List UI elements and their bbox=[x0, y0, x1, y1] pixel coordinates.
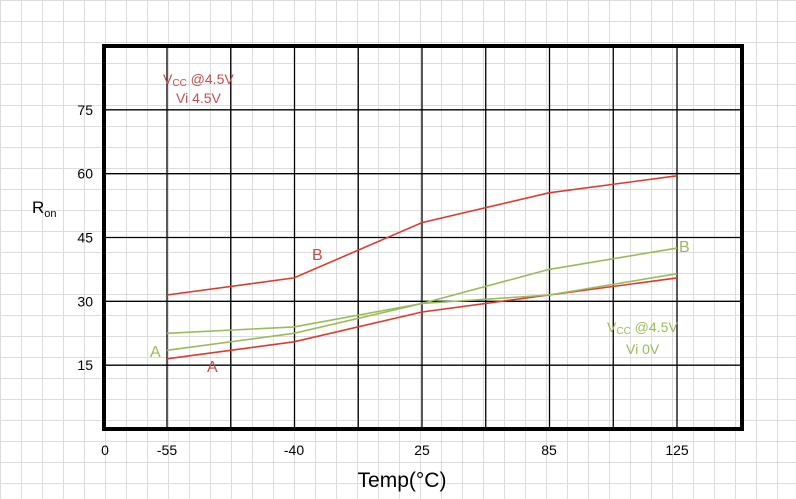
chart-grid bbox=[104, 46, 742, 429]
series-line-3 bbox=[166, 247, 678, 335]
y-tick-label: 75 bbox=[77, 102, 93, 118]
annotation-vcc-red: VCC @4.5V bbox=[163, 71, 234, 89]
x-tick-label: -55 bbox=[157, 442, 177, 458]
annotation-vi-red: Vi 4.5V bbox=[176, 90, 222, 106]
x-tick-label: 125 bbox=[665, 442, 689, 458]
annotation-vcc-green: VCC @4.5V bbox=[607, 319, 678, 337]
y-axis-ticks: 15 30 45 60 75 bbox=[77, 102, 93, 373]
x-tick-label: 25 bbox=[414, 442, 430, 458]
y-tick-label: 60 bbox=[77, 166, 93, 182]
series-line-0 bbox=[166, 277, 678, 360]
annotation-vi-green: Vi 0V bbox=[626, 341, 660, 357]
x-tick-label: -40 bbox=[284, 442, 304, 458]
x-axis-label: Temp(°C) bbox=[358, 469, 447, 492]
y-tick-label: 15 bbox=[77, 357, 93, 373]
y-axis-label: Ron bbox=[32, 198, 57, 220]
x-tick-label: 0 bbox=[101, 442, 109, 458]
series-line-1 bbox=[166, 175, 678, 296]
curve-label-a-red: A bbox=[207, 359, 218, 376]
curve-label-a-green: A bbox=[150, 344, 161, 361]
curve-label-b-green: B bbox=[679, 239, 690, 256]
y-tick-label: 30 bbox=[77, 293, 93, 309]
plot-frame bbox=[102, 44, 744, 431]
chart-series bbox=[166, 175, 678, 360]
x-tick-label: 85 bbox=[541, 442, 557, 458]
x-axis-ticks: 0 -55 -40 25 85 125 bbox=[101, 442, 689, 458]
y-tick-label: 45 bbox=[77, 230, 93, 246]
curve-label-b-red: B bbox=[312, 247, 323, 264]
